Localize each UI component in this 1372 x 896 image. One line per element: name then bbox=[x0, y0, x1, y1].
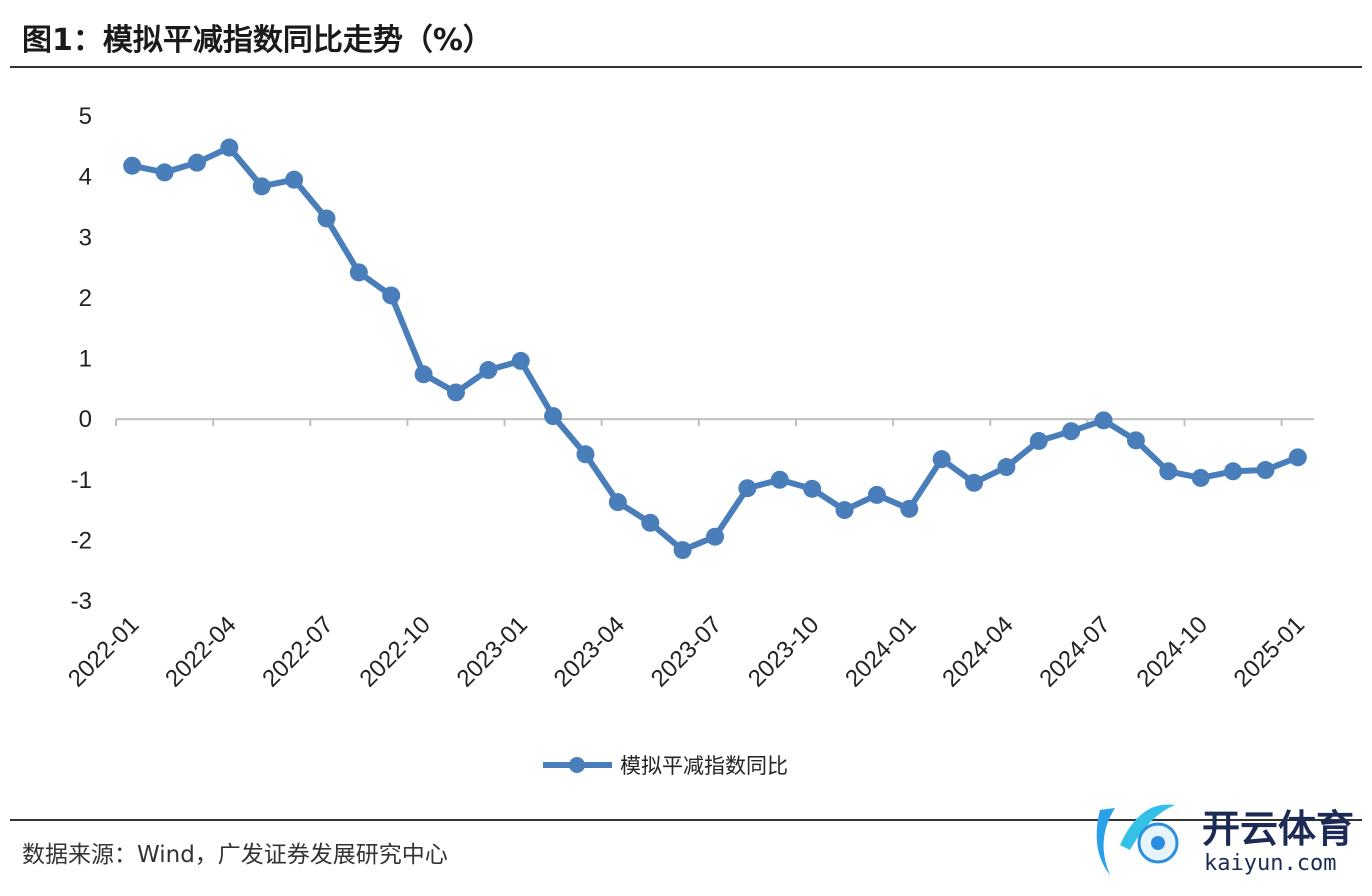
watermark-logo: 开云体育 kaiyun.com bbox=[1096, 804, 1354, 876]
y-tick-label: 3 bbox=[79, 224, 92, 251]
data-point-2024-11 bbox=[1224, 462, 1243, 481]
x-tick-label: 2023-07 bbox=[646, 611, 727, 692]
data-point-2024-03 bbox=[965, 473, 984, 492]
data-point-2024-07 bbox=[1094, 411, 1113, 430]
plot-area bbox=[123, 138, 1307, 560]
data-point-2022-12 bbox=[479, 361, 498, 380]
y-tick-label: -3 bbox=[71, 588, 92, 615]
x-tick-label: 2022-10 bbox=[354, 611, 435, 692]
data-point-2022-10 bbox=[414, 365, 433, 384]
data-point-2022-02 bbox=[155, 163, 174, 182]
series-line bbox=[131, 144, 1299, 554]
data-point-2023-10 bbox=[803, 479, 822, 498]
data-point-2024-01 bbox=[900, 499, 919, 518]
y-tick-label: 2 bbox=[79, 285, 92, 312]
data-point-2022-08 bbox=[349, 263, 368, 282]
data-point-2023-11 bbox=[835, 501, 854, 520]
y-tick-label: 0 bbox=[79, 406, 92, 433]
data-point-2024-09 bbox=[1159, 462, 1178, 481]
data-point-2024-08 bbox=[1126, 431, 1145, 450]
legend-marker bbox=[569, 757, 585, 773]
data-point-2022-01 bbox=[123, 156, 142, 175]
source-note: 数据来源：Wind，广发证券发展研究中心 bbox=[22, 842, 448, 868]
data-point-2023-09 bbox=[770, 470, 789, 489]
x-tick-label: 2023-04 bbox=[549, 611, 630, 692]
y-tick-label: -1 bbox=[71, 467, 92, 494]
brand-en: kaiyun.com bbox=[1204, 851, 1336, 876]
data-point-2023-03 bbox=[576, 445, 595, 464]
data-point-2023-07 bbox=[706, 527, 724, 546]
x-tick-label: 2025-01 bbox=[1229, 611, 1310, 692]
data-point-2022-04 bbox=[220, 138, 239, 157]
data-point-2025-01 bbox=[1288, 448, 1307, 467]
data-point-2024-04 bbox=[997, 458, 1016, 477]
y-axis: 5 4 3 2 1 0 -1 -2 -3 bbox=[71, 103, 92, 615]
x-tick-label: 2024-10 bbox=[1132, 611, 1213, 692]
data-point-2023-01 bbox=[511, 351, 530, 370]
data-point-2024-10 bbox=[1191, 468, 1210, 487]
data-point-2022-05 bbox=[252, 177, 271, 196]
data-point-2023-02 bbox=[544, 407, 563, 426]
data-point-2023-04 bbox=[608, 493, 627, 512]
y-tick-label: 1 bbox=[79, 346, 92, 373]
data-point-2023-08 bbox=[738, 479, 757, 498]
data-point-2022-03 bbox=[187, 153, 206, 172]
y-tick-label: 4 bbox=[79, 164, 92, 191]
data-point-2022-06 bbox=[285, 170, 304, 189]
data-point-2024-12 bbox=[1256, 461, 1275, 480]
data-point-2024-06 bbox=[1062, 422, 1081, 441]
data-point-2023-05 bbox=[641, 513, 660, 532]
x-tick-label: 2024-01 bbox=[840, 611, 921, 692]
y-tick-label: 5 bbox=[79, 103, 92, 130]
data-point-2024-05 bbox=[1029, 431, 1048, 450]
y-tick-label: -2 bbox=[71, 527, 92, 554]
data-point-2023-12 bbox=[867, 485, 886, 504]
chart-title: 图1：模拟平减指数同比走势（%） bbox=[22, 23, 493, 58]
x-tick-label: 2024-07 bbox=[1034, 611, 1115, 692]
legend: 模拟平减指数同比 bbox=[543, 754, 788, 778]
data-point-2024-02 bbox=[932, 450, 951, 469]
brand-cn: 开云体育 bbox=[1202, 807, 1354, 851]
x-tick-label: 2023-01 bbox=[452, 611, 533, 692]
legend-label: 模拟平减指数同比 bbox=[620, 754, 788, 778]
data-point-2022-07 bbox=[317, 209, 336, 228]
x-tick-label: 2022-01 bbox=[63, 611, 144, 692]
logo-k-icon bbox=[1096, 808, 1115, 875]
data-point-2022-11 bbox=[446, 383, 465, 402]
data-point-2023-06 bbox=[673, 541, 692, 560]
data-point-2022-09 bbox=[382, 286, 401, 305]
x-tick-label: 2022-07 bbox=[257, 611, 338, 692]
x-tick-label: 2023-10 bbox=[743, 611, 824, 692]
x-tick-label: 2022-04 bbox=[160, 611, 241, 692]
x-tick-label: 2024-04 bbox=[937, 611, 1018, 692]
